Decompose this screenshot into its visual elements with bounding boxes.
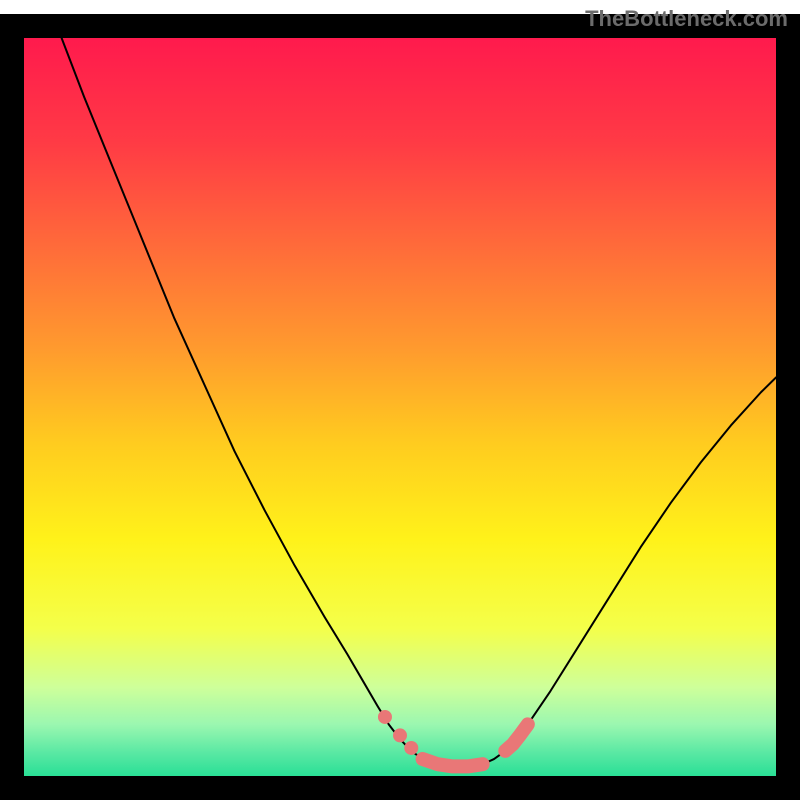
marker-dot	[378, 710, 392, 724]
marker-dot	[404, 741, 418, 755]
plot-outer-border	[24, 38, 776, 776]
chart-frame: TheBottleneck.com	[0, 0, 800, 800]
marker-capsule	[423, 759, 483, 766]
marker-dot	[393, 728, 407, 742]
watermark-text: TheBottleneck.com	[585, 6, 788, 32]
bottleneck-curve-chart	[24, 38, 776, 776]
